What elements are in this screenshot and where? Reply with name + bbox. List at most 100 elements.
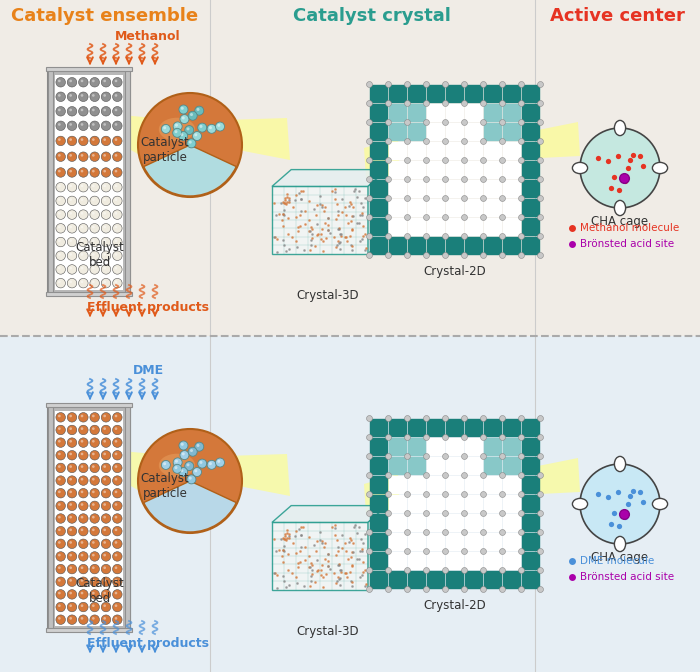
Circle shape (162, 460, 170, 470)
Circle shape (78, 224, 88, 233)
Circle shape (92, 415, 94, 417)
FancyBboxPatch shape (465, 457, 483, 475)
Circle shape (80, 440, 83, 443)
Circle shape (180, 115, 189, 124)
Circle shape (405, 253, 410, 259)
Circle shape (386, 81, 391, 87)
Circle shape (113, 107, 122, 116)
Circle shape (195, 133, 197, 136)
Circle shape (481, 568, 486, 573)
Circle shape (56, 210, 65, 219)
Circle shape (56, 265, 65, 274)
Circle shape (500, 196, 505, 202)
Circle shape (67, 552, 77, 561)
FancyBboxPatch shape (503, 533, 522, 551)
FancyBboxPatch shape (465, 514, 483, 532)
FancyBboxPatch shape (389, 180, 407, 198)
Circle shape (113, 121, 122, 130)
Circle shape (102, 539, 111, 548)
Circle shape (58, 138, 61, 141)
Circle shape (367, 138, 372, 144)
Circle shape (386, 548, 391, 554)
Circle shape (92, 566, 94, 569)
Circle shape (58, 604, 61, 607)
Circle shape (461, 101, 468, 106)
Circle shape (102, 182, 111, 192)
Circle shape (442, 214, 449, 220)
Circle shape (178, 468, 188, 476)
FancyBboxPatch shape (465, 552, 483, 571)
Circle shape (138, 429, 242, 533)
Circle shape (115, 253, 118, 256)
FancyBboxPatch shape (0, 0, 700, 336)
FancyBboxPatch shape (503, 552, 522, 571)
FancyBboxPatch shape (408, 123, 426, 141)
FancyBboxPatch shape (427, 476, 445, 494)
Circle shape (58, 579, 61, 582)
Circle shape (78, 265, 88, 274)
Circle shape (187, 475, 196, 484)
Circle shape (181, 443, 184, 446)
Circle shape (56, 152, 65, 161)
Circle shape (90, 107, 99, 116)
Circle shape (461, 120, 468, 126)
Circle shape (104, 185, 106, 187)
Circle shape (102, 224, 111, 233)
Circle shape (113, 602, 122, 612)
FancyBboxPatch shape (484, 103, 502, 122)
Circle shape (104, 239, 106, 242)
FancyBboxPatch shape (408, 495, 426, 513)
Circle shape (113, 615, 122, 624)
Circle shape (78, 476, 88, 485)
Circle shape (56, 438, 65, 448)
Circle shape (424, 101, 429, 106)
Circle shape (92, 604, 94, 607)
Circle shape (519, 157, 524, 163)
FancyBboxPatch shape (503, 218, 522, 236)
Circle shape (461, 253, 468, 259)
Circle shape (405, 101, 410, 106)
Circle shape (481, 472, 486, 478)
FancyBboxPatch shape (503, 142, 522, 160)
Circle shape (179, 441, 188, 450)
FancyBboxPatch shape (370, 437, 389, 456)
Circle shape (67, 265, 77, 274)
Circle shape (90, 577, 99, 587)
Circle shape (78, 251, 88, 261)
FancyBboxPatch shape (427, 237, 445, 255)
Circle shape (424, 415, 429, 421)
Circle shape (56, 513, 65, 523)
Circle shape (90, 413, 99, 422)
Circle shape (104, 123, 106, 126)
Circle shape (386, 101, 391, 106)
FancyBboxPatch shape (427, 533, 445, 551)
FancyBboxPatch shape (48, 406, 130, 631)
Circle shape (104, 554, 106, 556)
Circle shape (58, 554, 61, 556)
FancyBboxPatch shape (522, 476, 540, 494)
Circle shape (115, 415, 118, 417)
Text: Methanol molecule: Methanol molecule (580, 223, 679, 233)
Circle shape (113, 438, 122, 448)
Circle shape (216, 458, 225, 467)
FancyBboxPatch shape (465, 419, 483, 437)
Circle shape (78, 121, 88, 130)
Circle shape (115, 170, 118, 173)
Circle shape (102, 278, 111, 288)
Circle shape (538, 568, 543, 573)
Circle shape (58, 239, 61, 242)
FancyBboxPatch shape (522, 571, 540, 589)
Circle shape (58, 541, 61, 544)
Circle shape (481, 454, 486, 460)
FancyBboxPatch shape (465, 237, 483, 255)
Polygon shape (122, 451, 175, 511)
Circle shape (481, 491, 486, 497)
Circle shape (58, 170, 61, 173)
Circle shape (519, 530, 524, 536)
Circle shape (115, 604, 118, 607)
Circle shape (104, 94, 106, 97)
Circle shape (92, 617, 94, 620)
Circle shape (405, 454, 410, 460)
Circle shape (58, 427, 61, 430)
FancyBboxPatch shape (446, 495, 464, 513)
